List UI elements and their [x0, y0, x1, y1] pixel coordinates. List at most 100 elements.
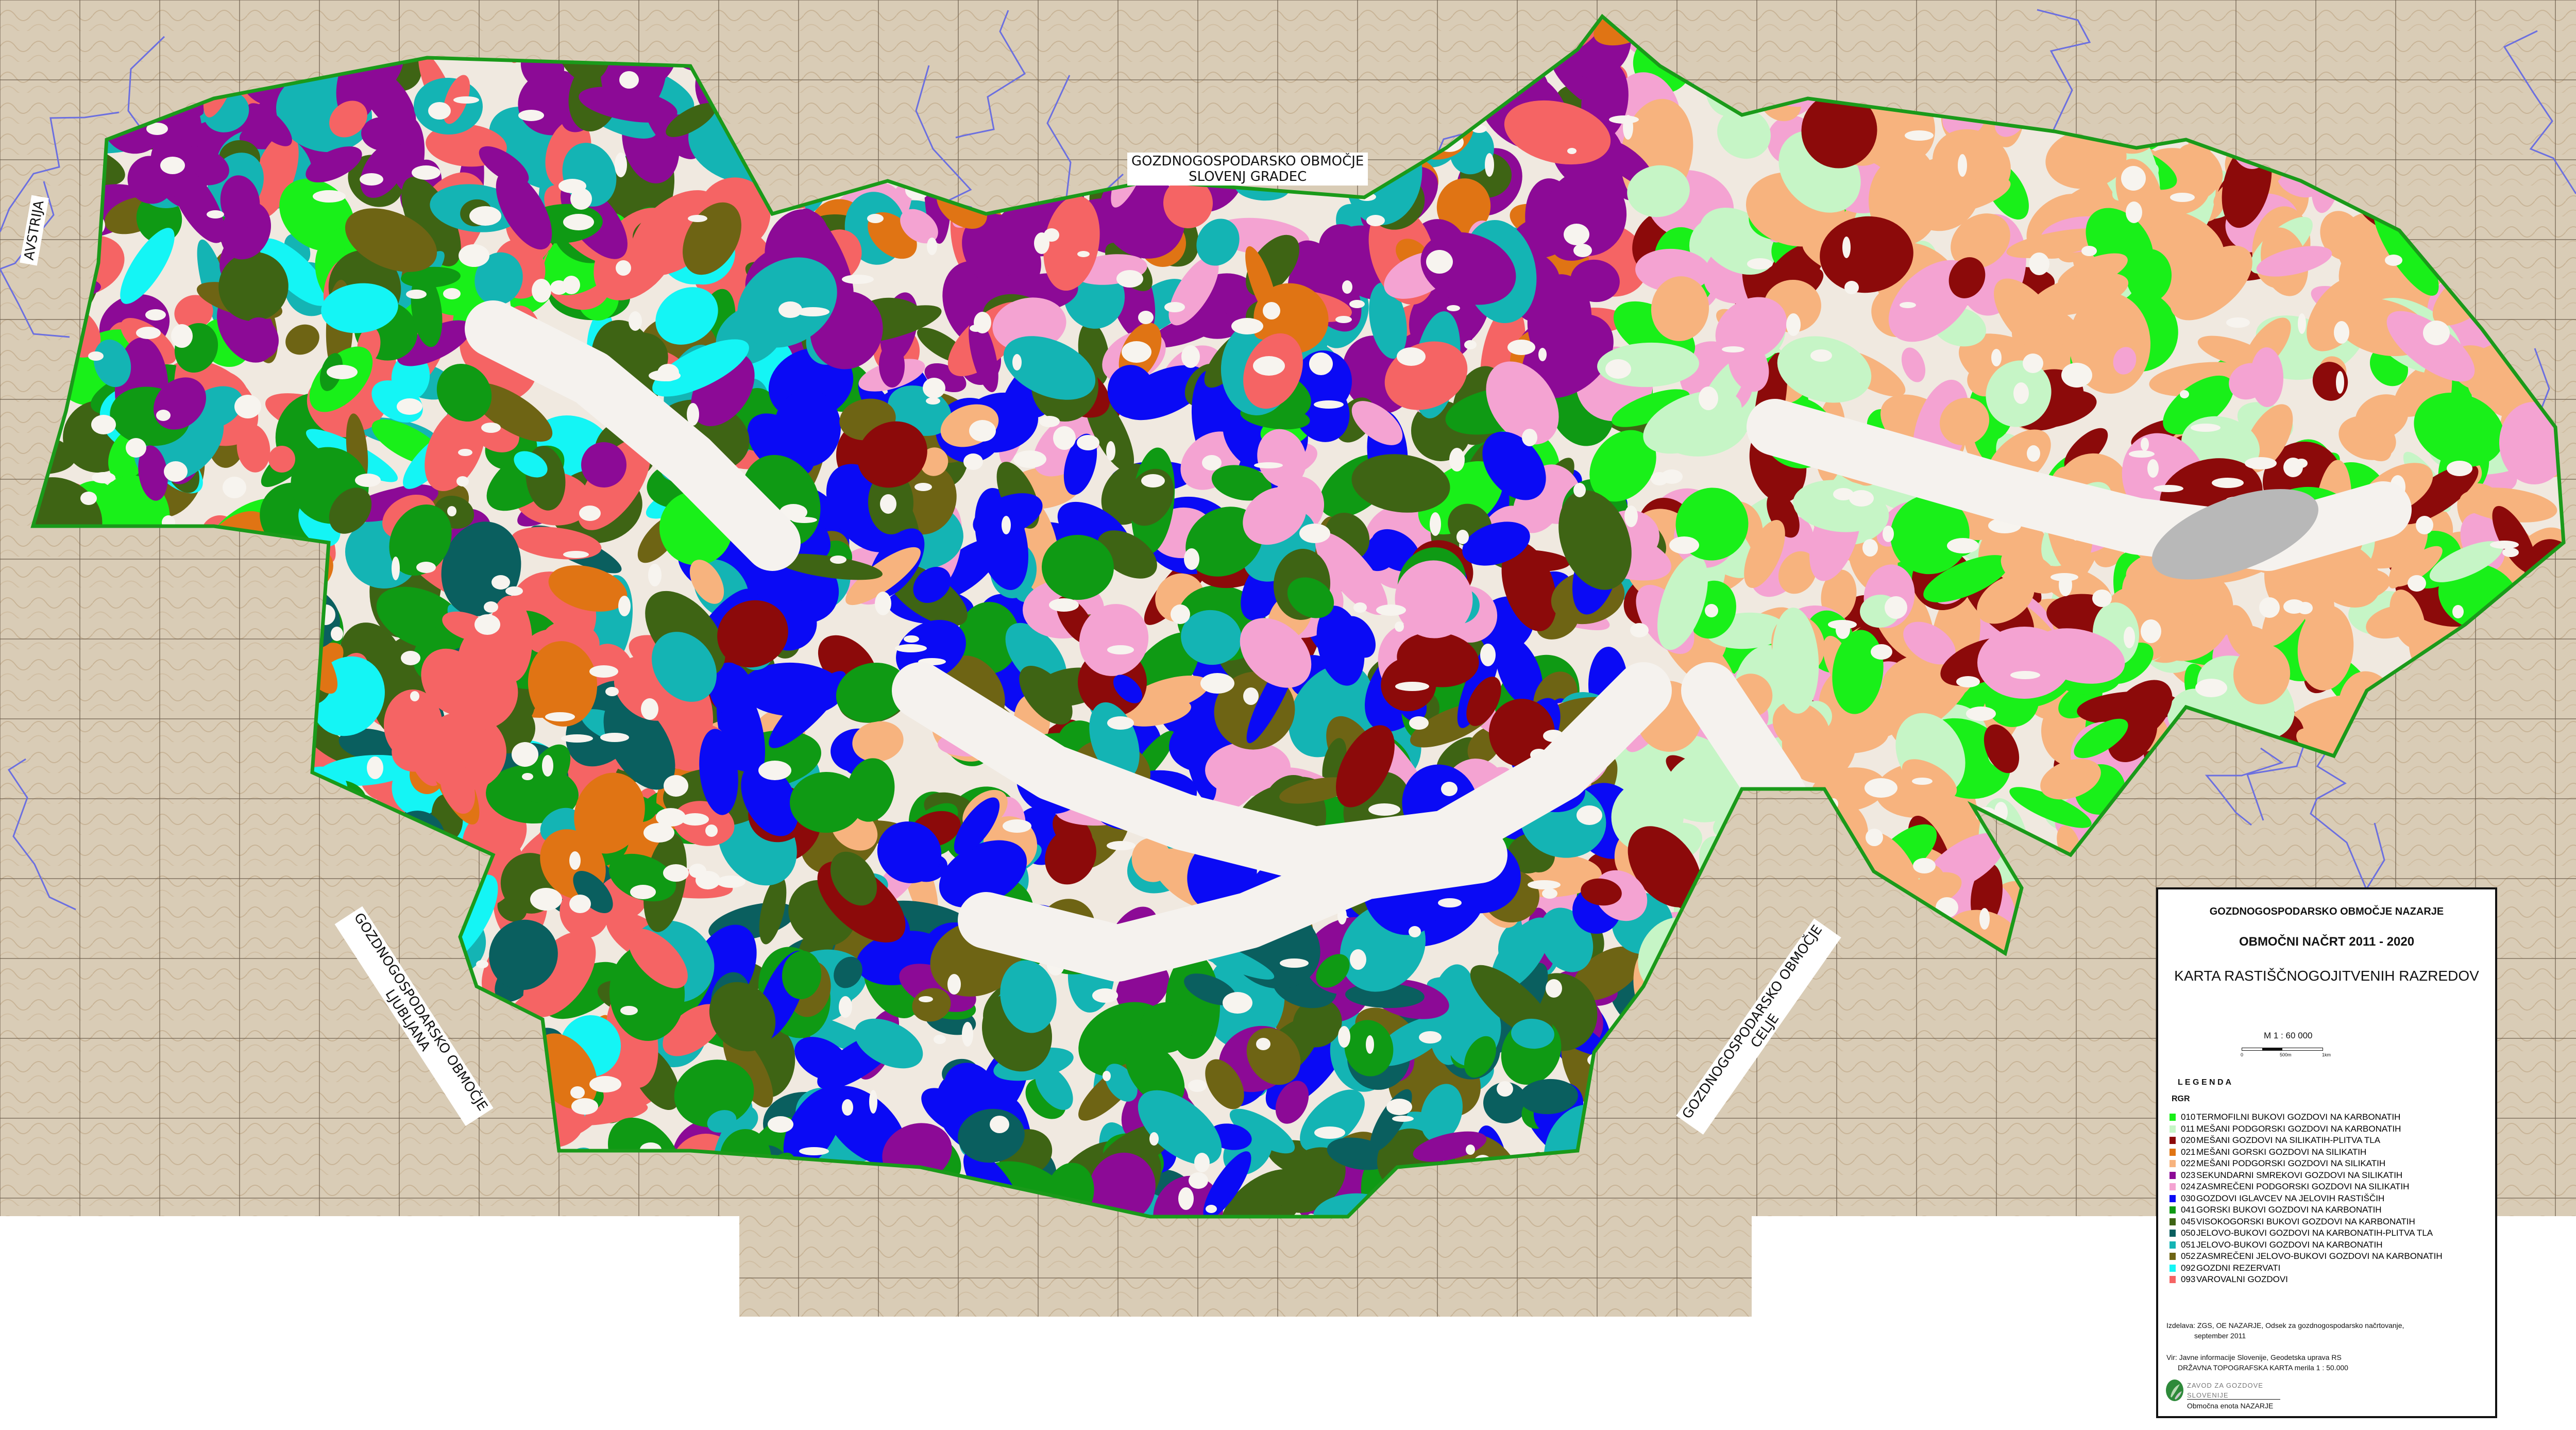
clearing [1013, 450, 1046, 468]
clearing [416, 562, 436, 573]
clearing [1699, 386, 1718, 410]
clearing [1231, 318, 1263, 334]
clearing [1522, 429, 1537, 446]
legend-label: JELOVO-BUKOVI GOZDOVI NA KARBONATIH-PLIT… [2196, 1228, 2433, 1238]
label-line-1: GOZDNOGOSPODARSKO OBMOČJE [1131, 154, 1364, 169]
clearing [1202, 455, 1222, 470]
clearing [1947, 538, 1979, 553]
clearing [1464, 340, 1477, 349]
clearing [1567, 148, 1577, 154]
clearing [696, 871, 720, 889]
legend-label: VAROVALNI GOZDOVI [2196, 1274, 2288, 1284]
clearing [171, 324, 193, 348]
clearing [1053, 426, 1076, 450]
clearing [561, 734, 593, 743]
scale-bar [2242, 1048, 2323, 1051]
clearing [969, 420, 996, 442]
clearing [1012, 354, 1022, 371]
clearing [1092, 988, 1118, 1003]
clearing [1564, 224, 1589, 245]
legend-code: 093 [2181, 1274, 2196, 1284]
legend-item-021: 021 MEŠANI GORSKI GOZDOVI NA SILIKATIH [2170, 1147, 2366, 1157]
forest-patch-024 [1351, 401, 1403, 445]
clearing [392, 557, 400, 580]
clearing [618, 596, 631, 616]
clearing [1171, 604, 1190, 624]
clearing [570, 188, 592, 210]
clearing [2129, 450, 2155, 458]
clearing [1577, 805, 1602, 825]
clearing [2298, 313, 2306, 334]
legend-label: TERMOFILNI BUKOVI GOZDOVI NA KARBONATIH [2196, 1112, 2401, 1122]
clearing [1542, 888, 1557, 899]
clearing [563, 551, 589, 558]
legend-code: 023 [2181, 1170, 2196, 1180]
clearing [963, 453, 983, 470]
clearing [1956, 676, 1980, 687]
clearing [313, 190, 346, 203]
clearing [1573, 244, 1592, 257]
clearing [1966, 706, 1996, 721]
clearing [839, 996, 852, 1018]
legend-code: 010 [2181, 1112, 2196, 1122]
river-line [2503, 30, 2576, 194]
clearing [1485, 153, 1494, 177]
clearing [2416, 516, 2433, 534]
clearing [469, 206, 501, 226]
legend-code: 092 [2181, 1263, 2196, 1273]
clearing [1836, 620, 1850, 639]
clearing [367, 756, 383, 779]
map-title: KARTA RASTIŠČNOGOJITVENIH RAZREDOV [2174, 968, 2479, 984]
clearing [476, 960, 488, 968]
clearing [1449, 448, 1465, 472]
clearing [570, 1086, 585, 1099]
clearing [453, 96, 479, 104]
clearing [160, 157, 185, 174]
clearing [1049, 598, 1079, 612]
scale-tick-0: 0 [2241, 1052, 2244, 1057]
clearing [1194, 1153, 1210, 1172]
clearing [1253, 356, 1285, 376]
clearing [1350, 949, 1366, 970]
clearing [768, 1116, 793, 1133]
clearing [545, 712, 575, 721]
clearing [1188, 1080, 1207, 1092]
area-header: GOZDNOGOSPODARSKO OBMOČJE NAZARJE [2209, 906, 2444, 917]
clearing [2212, 478, 2244, 488]
clearing [1107, 716, 1134, 730]
clearing [1441, 782, 1458, 796]
forest-patch-052 [723, 1031, 773, 1108]
river-line [2205, 747, 2284, 826]
credits-source: Vir: Javne informacije Slovenije, Geodet… [2166, 1353, 2342, 1361]
clearing [1181, 345, 1200, 368]
forest-patch-092 [259, 238, 329, 306]
clearing [1314, 400, 1344, 409]
clearing [1309, 352, 1333, 375]
scale-tick-500m: 500m [2280, 1052, 2292, 1057]
clearing [1299, 524, 1330, 543]
forest-patch-045 [759, 876, 787, 945]
clearing [1722, 346, 1744, 352]
legend-code: 020 [2181, 1135, 2196, 1145]
legend-code: 021 [2181, 1147, 2196, 1157]
clearing [895, 644, 927, 652]
forest-patch-041 [957, 602, 1020, 674]
forest-patch-022 [1124, 699, 1191, 727]
clearing [758, 761, 791, 780]
clearing [412, 165, 440, 180]
clearing [1661, 469, 1683, 484]
clearing [2010, 671, 2040, 679]
clearing [2121, 166, 2146, 191]
clearing [947, 974, 961, 995]
clearing [2195, 679, 2227, 697]
legend-code: 024 [2181, 1182, 2196, 1191]
legend-code: 030 [2181, 1193, 2196, 1203]
clearing [1438, 898, 1462, 907]
legend-item-050: 050 JELOVO-BUKOVI GOZDOVI NA KARBONATIH-P… [2170, 1228, 2433, 1238]
forest-patch-011 [1717, 108, 1771, 159]
clearing [641, 698, 658, 720]
river-line [7, 758, 76, 911]
clearing [459, 244, 489, 267]
clearing [663, 864, 689, 882]
clearing [1349, 300, 1365, 308]
